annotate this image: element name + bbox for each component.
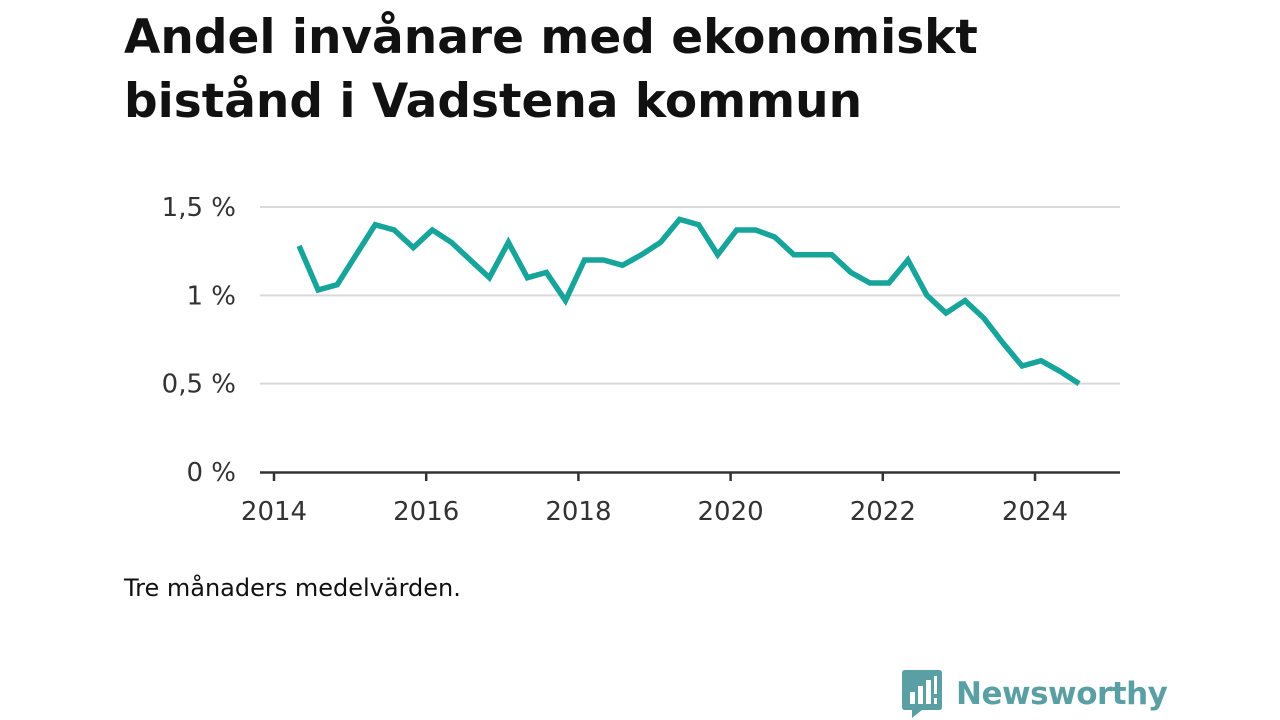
y-tick-label: 1,5 % bbox=[162, 193, 236, 223]
y-tick-labels: 0 % 0,5 % 1 % 1,5 % bbox=[162, 193, 236, 488]
x-tick-label: 2024 bbox=[1002, 497, 1068, 527]
grid-lines bbox=[260, 206, 1120, 385]
y-tick-label: 0 % bbox=[186, 458, 236, 488]
y-tick-label: 1 % bbox=[186, 281, 236, 311]
x-tick-label: 2016 bbox=[393, 497, 459, 527]
x-axis-ticks: 2014 2016 2018 2020 2022 2024 bbox=[241, 472, 1068, 527]
chart-title: Andel invånare med ekonomiskt bistånd i … bbox=[124, 10, 978, 129]
line-chart: 0 % 0,5 % 1 % 1,5 % 2014 2016 2018 2020 2022 202… bbox=[162, 193, 1120, 527]
newsworthy-logo[interactable]: Newsworthy bbox=[902, 670, 1168, 718]
y-tick-label: 0,5 % bbox=[162, 370, 236, 400]
x-tick-label: 2020 bbox=[698, 497, 764, 527]
chart-note: Tre månaders medelvärden. bbox=[124, 574, 461, 602]
x-tick-label: 2018 bbox=[545, 497, 611, 527]
newsworthy-logo-icon bbox=[902, 670, 942, 718]
x-tick-label: 2014 bbox=[241, 497, 307, 527]
x-tick-label: 2022 bbox=[850, 497, 916, 527]
brand-name: Newsworthy bbox=[956, 676, 1168, 712]
series-line bbox=[296, 216, 1081, 387]
